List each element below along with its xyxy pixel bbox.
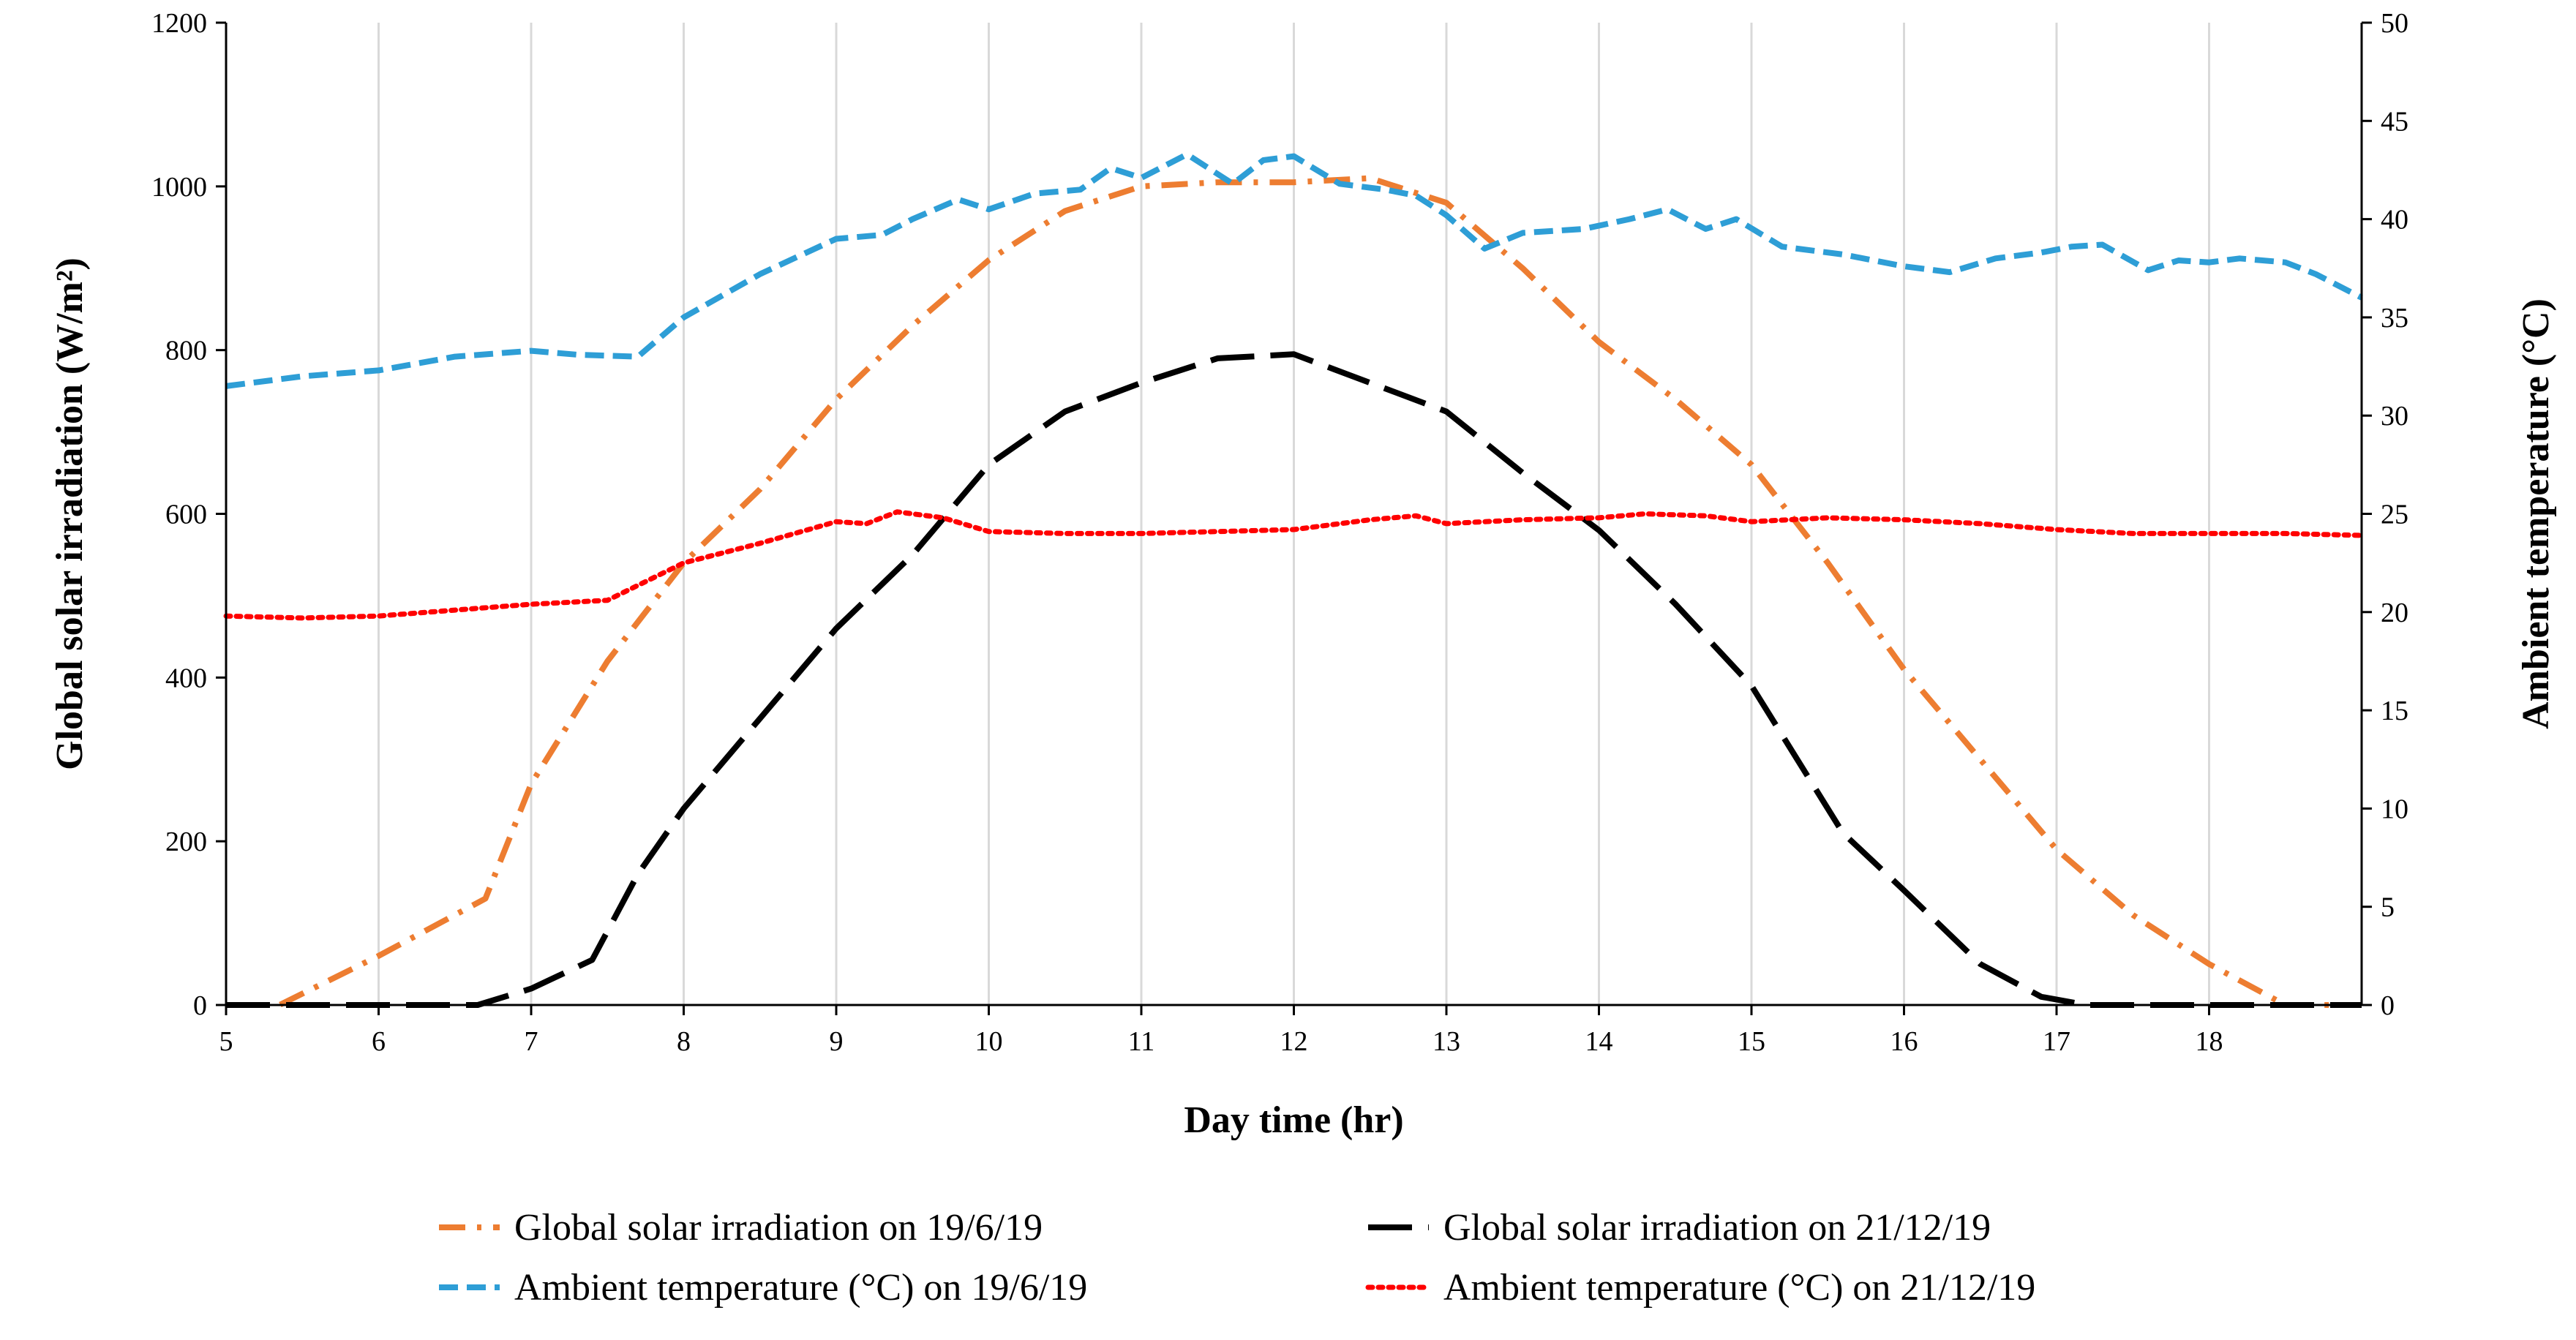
y2-tick-label: 25	[2381, 500, 2408, 530]
y-tick-label: 1200	[151, 8, 207, 39]
x-tick-label: 16	[1890, 1026, 1918, 1057]
y2-tick-label: 0	[2381, 990, 2395, 1021]
x-tick-label: 5	[219, 1026, 233, 1057]
y2-tick-label: 30	[2381, 401, 2408, 432]
y2-axis-title: Ambient temperature (°C)	[2515, 298, 2557, 729]
y2-tick-label: 15	[2381, 696, 2408, 726]
x-tick-label: 10	[975, 1026, 1003, 1057]
x-tick-label: 13	[1432, 1026, 1460, 1057]
x-axis-title: Day time (hr)	[1184, 1099, 1403, 1141]
legend-label-temperature-june: Ambient temperature (°C) on 19/6/19	[514, 1267, 1087, 1309]
y-axis-title: Global solar irradiation (W/m²)	[49, 257, 91, 770]
tick-labels: 5 6 7 8 9 10 11 12 13 14 15 16 17 1802004006008001000…	[151, 8, 2408, 1057]
y2-tick-label: 20	[2381, 598, 2408, 628]
y-tick-label: 400	[165, 663, 207, 693]
series-line-3	[223, 509, 2365, 621]
legend-label-irradiation-december: Global solar irradiation on 21/12/19	[1443, 1207, 1991, 1249]
y-tick-label: 200	[165, 827, 207, 857]
y-tick-label: 800	[165, 336, 207, 366]
x-tick-label: 12	[1280, 1026, 1308, 1057]
y-tick-label: 600	[165, 500, 207, 530]
legend-label-temperature-december: Ambient temperature (°C) on 21/12/19	[1443, 1267, 2035, 1309]
x-tick-label: 15	[1738, 1026, 1765, 1057]
series-line-0	[226, 175, 2362, 1008]
y2-tick-label: 50	[2381, 8, 2408, 39]
y2-tick-label: 45	[2381, 106, 2408, 137]
y2-tick-label: 40	[2381, 205, 2408, 236]
legend-label-irradiation-june: Global solar irradiation on 19/6/19	[514, 1207, 1043, 1249]
x-tick-label: 7	[525, 1026, 538, 1057]
series-group	[223, 151, 2365, 1008]
y2-tick-label: 35	[2381, 303, 2408, 334]
x-tick-label: 17	[2043, 1026, 2070, 1057]
x-tick-label: 14	[1585, 1026, 1613, 1057]
y2-tick-label: 5	[2381, 892, 2395, 923]
y2-tick-label: 10	[2381, 794, 2408, 824]
x-tick-label: 9	[830, 1026, 844, 1057]
x-tick-label: 8	[677, 1026, 691, 1057]
x-tick-label: 11	[1128, 1026, 1155, 1057]
legend: Global solar irradiation on 19/6/19 Glob…	[439, 1207, 2035, 1309]
y-tick-label: 0	[193, 990, 207, 1021]
series-line-2	[225, 151, 2363, 389]
x-tick-label: 6	[372, 1026, 386, 1057]
x-tick-label: 18	[2196, 1026, 2223, 1057]
series-line-1	[226, 351, 2362, 1008]
y-tick-label: 1000	[151, 172, 207, 203]
